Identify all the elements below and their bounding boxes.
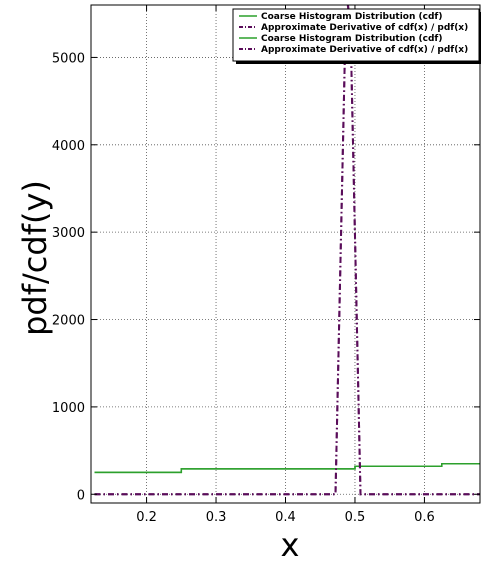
grid-lines xyxy=(91,5,480,503)
plot-series xyxy=(94,4,480,496)
x-tick-label: 0.3 xyxy=(206,510,227,525)
y-tick-label: 0 xyxy=(77,488,85,503)
series-line-1 xyxy=(94,462,480,474)
legend: Coarse Histogram Distribution (cdf)Appro… xyxy=(232,8,481,64)
x-tick-label: 0.2 xyxy=(136,510,157,525)
y-axis-label: pdf/cdf(y) xyxy=(16,180,54,336)
x-tick-label: 0.6 xyxy=(414,510,435,525)
x-tick-label: 0.5 xyxy=(345,510,366,525)
series-line-3 xyxy=(94,462,480,474)
legend-label: Coarse Histogram Distribution (cdf) xyxy=(261,34,442,44)
x-axis-label: x xyxy=(281,526,300,564)
legend-label: Approximate Derivative of cdf(x) / pdf(x… xyxy=(261,23,468,33)
legend-label: Approximate Derivative of cdf(x) / pdf(x… xyxy=(261,45,468,55)
series-line-4 xyxy=(94,4,480,496)
legend-box xyxy=(232,8,480,62)
legend-label: Coarse Histogram Distribution (cdf) xyxy=(261,12,442,22)
y-tick-label: 2000 xyxy=(52,314,85,329)
series-line-2 xyxy=(94,4,480,496)
y-tick-label: 5000 xyxy=(52,51,85,66)
y-tick-label: 1000 xyxy=(52,401,85,416)
y-tick-label: 4000 xyxy=(52,139,85,154)
axis-ticks: 0.2 0.3 0.4 0.5 0.6 0 1000 2000 3000 4000 5000 xyxy=(52,5,480,525)
y-tick-label: 3000 xyxy=(52,226,85,241)
x-tick-label: 0.4 xyxy=(275,510,296,525)
